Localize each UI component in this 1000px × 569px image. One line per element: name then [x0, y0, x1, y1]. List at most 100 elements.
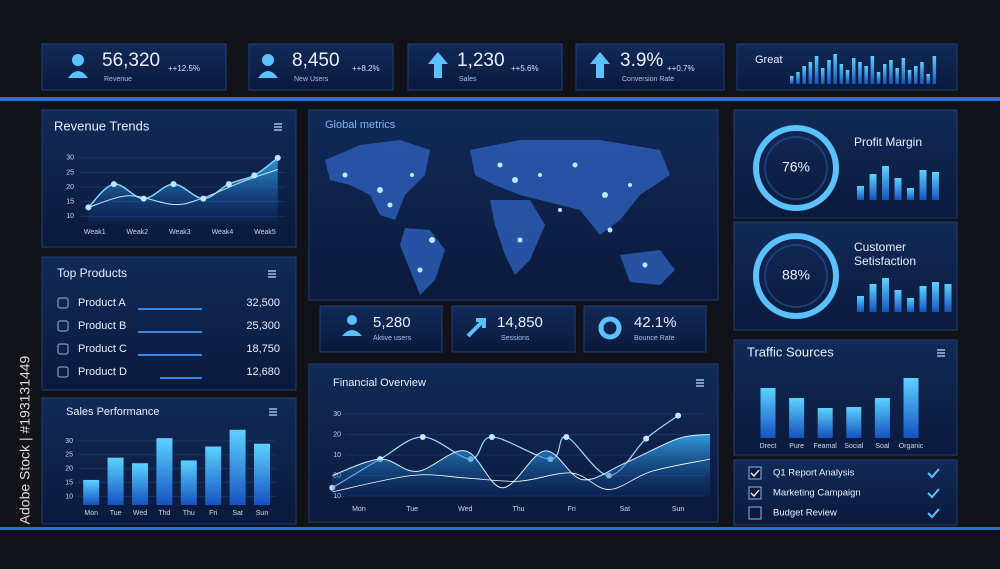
spark-bar — [821, 68, 825, 84]
spark-bar — [845, 70, 850, 84]
kpi-value: 1,230 — [457, 50, 505, 71]
spark-bar — [920, 62, 924, 84]
bar — [107, 457, 124, 505]
mini-bar — [907, 188, 914, 200]
mini-bar — [882, 166, 889, 200]
x-tick-label: Drect — [760, 443, 777, 450]
product-value: 12,680 — [246, 366, 280, 378]
check — [750, 469, 760, 477]
point — [170, 181, 177, 188]
bar — [83, 479, 100, 505]
y-tick-label: 25 — [66, 169, 74, 176]
panel-title: Top Products — [57, 266, 127, 280]
panel-title: Global metrics — [325, 119, 396, 131]
spark-bar — [808, 62, 813, 84]
x-tick-label: Pure — [789, 443, 804, 450]
product-lines — [138, 308, 202, 379]
kpi-change: ++8.2% — [352, 64, 380, 73]
y-tick-label: 30 — [333, 411, 341, 418]
watermark: Adobe Stock | #193131449 — [17, 355, 33, 524]
bar — [817, 408, 833, 438]
bar — [132, 463, 148, 505]
mini-bar — [944, 284, 952, 312]
x-tick-label: Thu — [512, 506, 524, 513]
mini-bar — [869, 174, 877, 200]
x-tick-label: Weak2 — [126, 229, 148, 236]
y-tick-label: 30 — [65, 438, 73, 445]
product-value: 18,750 — [246, 343, 280, 355]
x-tick-label: Thu — [183, 510, 195, 517]
spark-bar — [839, 64, 844, 84]
kpi-change: ++5.6% — [511, 64, 539, 73]
gauge-value: 88% — [782, 267, 810, 283]
y-tick-label: 15 — [65, 480, 73, 487]
checkbox[interactable] — [748, 466, 762, 480]
task-label: Q1 Report Analysis — [773, 468, 855, 479]
stat-icons — [342, 315, 622, 340]
spark-bar — [926, 74, 930, 84]
x-tick-label: Mon — [84, 510, 98, 517]
x-tick-label: Feamal — [814, 443, 838, 450]
y-tick-label: 10 — [65, 493, 73, 500]
checkbox — [57, 320, 69, 332]
mini-bar — [932, 172, 939, 200]
bar — [903, 378, 919, 438]
kpi-change: ++12.5% — [168, 64, 200, 73]
stat-value: 42.1% — [634, 314, 677, 331]
checkbox — [57, 297, 69, 309]
gauge-value: 76% — [782, 159, 810, 175]
line — [88, 169, 278, 208]
product-value: 25,300 — [246, 320, 280, 332]
kpi-value: 56,320 — [102, 50, 160, 71]
bar — [180, 460, 197, 505]
x-tick-label: Weak5 — [254, 229, 276, 236]
kpi-value: 3.9% — [620, 50, 663, 71]
y-tick-label: 10 — [333, 493, 341, 500]
bar — [205, 446, 222, 505]
y-tick-label: 20 — [333, 431, 341, 438]
checkbox[interactable] — [748, 506, 762, 520]
y-tick-label: 20 — [66, 184, 74, 191]
point — [675, 412, 682, 419]
x-tick-label: Wed — [133, 510, 147, 517]
kpi-label: New Users — [294, 76, 329, 83]
panel-title: Traffic Sources — [747, 344, 834, 359]
x-tick-label: Soal — [875, 443, 889, 450]
x-tick-label: Sun — [256, 510, 269, 517]
x-tick-label: Weak4 — [212, 229, 234, 236]
status-check — [927, 468, 940, 479]
y-tick-label: 10 — [333, 452, 341, 459]
x-tick-label: Tue — [110, 510, 122, 517]
checkbox[interactable] — [748, 486, 762, 500]
y-tick-label: 25 — [65, 452, 73, 459]
point — [419, 433, 426, 440]
bar — [789, 398, 805, 438]
x-tick-label: Thd — [158, 510, 170, 517]
x-tick-label: Sun — [672, 506, 685, 513]
spark-bar — [790, 76, 794, 84]
x-tick-label: Tue — [406, 506, 418, 513]
x-tick-label: Organic — [899, 443, 924, 450]
point — [643, 435, 650, 442]
stat-label: Aktive users — [373, 335, 412, 342]
mini-bar — [919, 286, 927, 312]
mini-bar — [869, 284, 877, 312]
x-tick-label: Fri — [568, 506, 577, 513]
spark-bar — [907, 70, 912, 84]
line — [332, 458, 711, 493]
status-check — [927, 488, 940, 499]
kpi-change: ++0.7% — [667, 64, 695, 73]
mini-bar — [857, 296, 864, 312]
panel-title: Financial Overview — [333, 377, 426, 389]
map-dots — [342, 162, 648, 273]
kpi-value: 8,450 — [292, 50, 340, 71]
checkbox — [57, 366, 69, 378]
spark-bar — [827, 60, 831, 84]
world-map — [325, 140, 675, 295]
status-check — [927, 508, 940, 519]
mini-bar — [894, 290, 902, 312]
mini-bar — [882, 278, 889, 312]
product-value: 32,500 — [246, 297, 280, 309]
